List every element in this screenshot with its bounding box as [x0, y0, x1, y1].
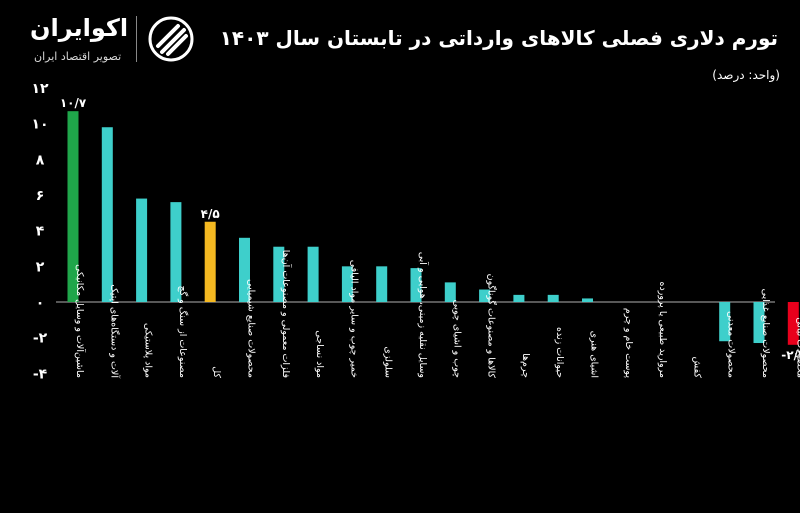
bar-chart: ۱۲ ۱۰ ۸ ۶ ۴ ۲ ۰ -۲ -۴ ۱۰/۷ ۴/۵ -۲/۴ ماشین‌آلات و وسا…: [31, 81, 800, 382]
category-label: محصولات معدنی: [726, 311, 737, 378]
chart-title: تورم دلاری فصلی کالاهای وارداتی در تابست…: [219, 26, 778, 50]
y-tick-label: ۱۰: [31, 117, 48, 133]
category-label: مصنوعات از سنگ و گچ: [177, 286, 189, 379]
bar: [410, 268, 422, 302]
data-label: -۲/۴: [781, 348, 800, 362]
unit-label: (واحد: درصد): [712, 68, 780, 82]
y-tick-label: -۴: [33, 366, 48, 382]
data-label: ۱۰/۷: [60, 96, 87, 110]
category-label: خمیر چوب و سایر مواد الیافی: [348, 260, 359, 378]
category-label: پوست خام و چرم: [623, 308, 634, 378]
category-label: وسایل نقلیه زمینی، هوایی و آبی: [417, 252, 430, 378]
bar: [204, 221, 216, 302]
bar: [547, 294, 559, 302]
category-label: مواد نساجی: [314, 330, 325, 378]
category-label: چرم‌ها: [520, 353, 531, 378]
data-label: ۴/۵: [201, 207, 220, 221]
bar: [479, 289, 491, 302]
category-label: آلات و دستگاه‌های اپتیک: [108, 284, 121, 378]
category-label: اشیای هنری: [589, 331, 600, 378]
bar: [170, 202, 182, 302]
bar: [513, 294, 525, 302]
bar: [444, 282, 456, 302]
brand-name: اکوایران: [30, 14, 129, 42]
bar: [376, 266, 388, 302]
bar: [67, 111, 79, 302]
y-tick-label: ۱۲: [31, 81, 49, 97]
bar: [341, 266, 353, 302]
category-label: مروارید طبیعی یا پرورده: [657, 282, 668, 378]
category-label: فلزات معمولی و مصنوعات آن‌ها: [280, 250, 293, 378]
bar: [101, 127, 113, 302]
y-tick-label: ۲: [36, 259, 45, 275]
bar: [787, 302, 799, 345]
bar: [273, 246, 285, 302]
category-label: کل: [211, 366, 222, 378]
category-label: مواد پلاستیکی: [143, 323, 154, 378]
bar: [307, 246, 319, 302]
category-label: کالاها و مصنوعات گوناگون: [486, 274, 498, 379]
y-tick-label: ۶: [36, 188, 45, 204]
category-label: محصولات صنایع غذایی: [760, 289, 771, 378]
category-label: محصولات صنایع شیمیایی: [246, 279, 257, 378]
bar: [136, 198, 148, 302]
category-label: سلولزی: [383, 346, 394, 378]
category-label: چوب و اشیای چوبی: [451, 299, 462, 378]
bar: [582, 298, 593, 302]
y-tick-label: ۴: [36, 224, 45, 240]
category-label: کفش: [691, 357, 702, 379]
bar: [239, 237, 250, 302]
y-tick-label: ۰: [36, 295, 45, 311]
category-label: ماشین‌آلات و وسایل مکانیکی: [74, 264, 87, 378]
category-label: محصولات نباتی: [794, 317, 800, 378]
chart-header: اکوایران تصویر اقتصاد ایران تورم دلاری ف…: [0, 0, 800, 68]
y-tick-label: ۸: [36, 152, 45, 168]
y-tick-label: -۲: [33, 331, 48, 347]
bar: [719, 302, 731, 342]
category-label: حیوانات زنده: [554, 327, 565, 378]
brand-tagline: تصویر اقتصاد ایران: [34, 50, 122, 63]
brand-separator: [136, 16, 137, 62]
bar: [753, 302, 765, 344]
ecoiran-logo-icon: [148, 16, 194, 62]
